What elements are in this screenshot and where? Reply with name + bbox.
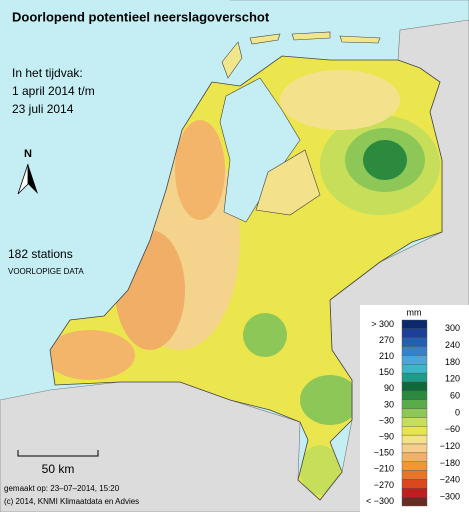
legend-bound-label: 240 — [445, 340, 460, 350]
legend-bound-label: 180 — [445, 357, 460, 367]
area — [280, 70, 400, 130]
legend-bound-label: −300 — [440, 492, 460, 502]
legend-swatch — [401, 417, 428, 427]
legend-swatch — [401, 434, 428, 445]
legend-swatch — [401, 452, 428, 462]
legend-swatch — [401, 364, 428, 374]
status-note: VOORLOPIGE DATA — [8, 267, 84, 276]
legend-bound-label: 300 — [445, 323, 460, 333]
legend-bound-label: 60 — [450, 391, 460, 401]
legend-bound-label: 0 — [455, 407, 460, 417]
legend-class-label: > 300 — [371, 319, 394, 329]
legend-class-label: 90 — [384, 383, 394, 393]
legend-class-label: < −300 — [366, 496, 394, 506]
legend-swatch — [401, 399, 428, 409]
legend-bound-label: −240 — [440, 475, 460, 485]
legend-class-label: −90 — [379, 432, 394, 442]
legend-bound-label: −180 — [440, 458, 460, 468]
island — [249, 33, 281, 45]
legend-swatch — [401, 390, 428, 400]
legend-swatch — [401, 381, 428, 392]
legend-swatch — [401, 470, 428, 480]
area — [300, 375, 360, 425]
area — [50, 330, 135, 380]
legend-swatch — [401, 479, 428, 489]
period-end: 23 juli 2014 — [12, 102, 74, 116]
scale-label: 50 km — [42, 462, 75, 476]
flevoland — [255, 149, 321, 216]
north-arrow — [28, 164, 38, 194]
footer-made: gemaakt op: 23–07–2014, 15:20 — [4, 484, 120, 493]
map-title: Doorlopend potentieel neerslagoverschot — [12, 9, 270, 24]
legend-swatch — [401, 337, 428, 347]
island — [221, 41, 243, 79]
legend-bound-label: −120 — [440, 441, 460, 451]
legend-swatch — [401, 355, 428, 365]
area — [300, 445, 340, 495]
legend-swatch — [401, 319, 428, 330]
legend-class-label: −150 — [374, 448, 394, 458]
scale-bar — [17, 450, 99, 457]
wadden-islands — [221, 31, 381, 79]
legend-class-label: 270 — [379, 335, 394, 345]
legend-class-label: 210 — [379, 351, 394, 361]
legend-class-label: −210 — [374, 464, 394, 474]
area — [175, 120, 225, 220]
legend-class-label: −270 — [374, 480, 394, 490]
period-start: 1 april 2014 t/m — [12, 84, 95, 98]
legend-unit: mm — [407, 307, 422, 317]
legend-swatch — [401, 346, 428, 356]
legend-bound-label: −60 — [445, 424, 460, 434]
legend-class-label: −30 — [379, 415, 394, 425]
legend-bound-label: 120 — [445, 374, 460, 384]
island — [339, 35, 381, 44]
area — [363, 140, 407, 180]
legend-swatch — [401, 328, 428, 338]
north-label: N — [24, 148, 32, 160]
footer-copyright: (c) 2014, KNMI Klimaatdata en Advies — [4, 497, 139, 506]
legend-swatch — [401, 461, 428, 471]
legend: > 300 270 210 150 90 30 −30 −90 −150 −210 −270 < −3… — [366, 319, 460, 507]
legend-swatch — [401, 372, 428, 383]
stations-count: 182 stations — [8, 247, 73, 261]
period-label: In het tijdvak: — [12, 66, 83, 80]
legend-swatch — [401, 426, 428, 436]
legend-swatch — [401, 496, 428, 507]
country-border — [49, 55, 443, 501]
legend-swatch — [401, 443, 428, 454]
area — [243, 313, 287, 357]
island — [291, 31, 331, 41]
legend-swatch — [401, 408, 428, 418]
north-arrow — [17, 163, 29, 195]
legend-class-label: 150 — [379, 367, 394, 377]
legend-swatch — [401, 488, 428, 498]
legend-class-label: 30 — [384, 399, 394, 409]
